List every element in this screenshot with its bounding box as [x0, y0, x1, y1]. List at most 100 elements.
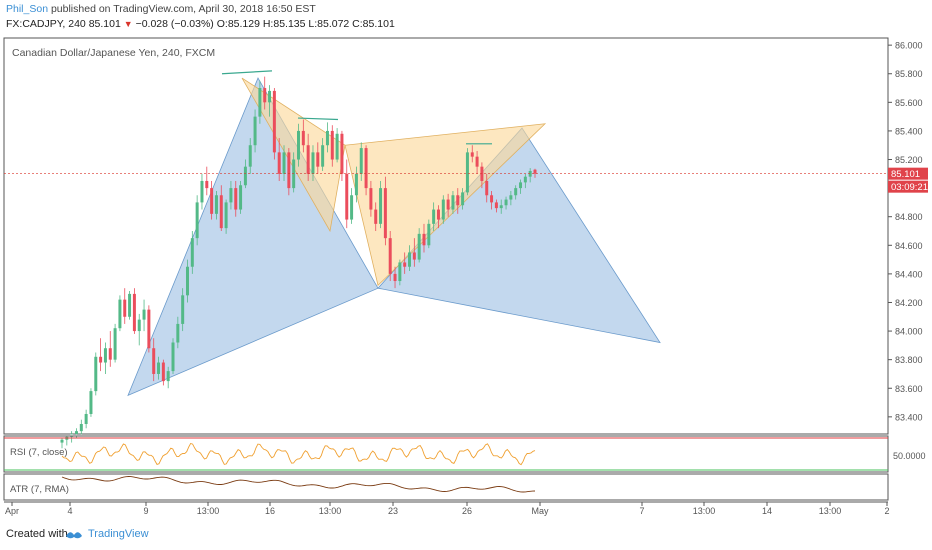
candle: [446, 193, 450, 217]
last-price-marker: [888, 167, 928, 180]
candle: [253, 109, 257, 153]
candle: [514, 185, 518, 200]
x-tick-label: 13:00: [197, 506, 220, 516]
candle: [316, 142, 320, 174]
candle: [465, 148, 469, 196]
tradingview-logo-icon: [66, 532, 82, 539]
y-tick-label: 84.000: [895, 327, 923, 337]
candle: [176, 316, 180, 349]
y-tick-label: 84.200: [895, 298, 923, 308]
symbol-label: FX:CADJPY, 240: [6, 18, 86, 30]
candle: [528, 168, 532, 183]
footer: Created with TradingView: [0, 522, 932, 550]
candle: [408, 245, 412, 272]
candle: [224, 199, 228, 234]
x-tick-label: 26: [462, 506, 472, 516]
candle: [185, 259, 189, 303]
candle: [354, 166, 358, 203]
x-tick-label: 14: [762, 506, 772, 516]
author-link[interactable]: Phil_Son: [6, 3, 49, 15]
candle: [152, 338, 156, 382]
y-tick-label: 84.600: [895, 241, 923, 251]
candle: [103, 342, 107, 374]
y-tick-label: 83.400: [895, 412, 923, 422]
tradingview-link[interactable]: TradingView: [88, 528, 149, 540]
last-price-label: 85.101: [891, 169, 920, 180]
candle: [374, 202, 378, 231]
candle: [137, 313, 141, 346]
candle: [282, 145, 286, 181]
candle: [263, 76, 267, 110]
candle: [161, 359, 165, 386]
candle: [234, 180, 238, 217]
level-line[interactable]: [297, 117, 339, 121]
candle: [383, 176, 387, 246]
candle: [393, 266, 397, 289]
candle: [345, 159, 349, 229]
countdown-marker: [888, 180, 928, 193]
candle: [311, 145, 315, 181]
countdown-label: 03:09:21: [891, 182, 928, 193]
candle: [364, 145, 368, 196]
atr-label: ATR (7, RMA): [10, 484, 69, 495]
candle: [340, 130, 344, 181]
x-tick-label: 13:00: [693, 506, 716, 516]
candle: [287, 148, 291, 196]
chart-title: Canadian Dollar/Japanese Yen, 240, FXCM: [12, 47, 215, 59]
candle: [485, 173, 489, 203]
candle: [94, 352, 98, 396]
candle: [84, 409, 88, 429]
candle: [219, 185, 223, 231]
candle: [306, 133, 310, 181]
candle: [335, 128, 339, 163]
y-tick-label: 84.800: [895, 212, 923, 222]
candle: [74, 428, 78, 439]
candle: [258, 80, 262, 124]
x-tick-label: Apr: [5, 506, 19, 516]
candle: [195, 195, 199, 246]
candle: [388, 230, 392, 282]
candle: [268, 85, 272, 117]
candle: [132, 288, 136, 334]
candle: [99, 338, 103, 372]
candle: [171, 338, 175, 374]
candle: [417, 228, 421, 263]
candle: [379, 180, 383, 229]
candle: [210, 180, 214, 220]
candle: [432, 202, 436, 231]
candle: [475, 150, 479, 174]
candle: [398, 259, 402, 286]
candle: [369, 180, 373, 217]
y-tick-label: 83.600: [895, 384, 923, 394]
x-tick-label: 9: [143, 506, 148, 516]
candle: [422, 223, 426, 253]
candle: [321, 138, 325, 171]
candle: [181, 288, 185, 332]
candle: [118, 295, 122, 332]
x-tick-label: 4: [67, 506, 72, 516]
publish-info: published on TradingView.com, April 30, …: [50, 3, 316, 15]
candle: [123, 288, 127, 324]
candle: [157, 356, 161, 380]
candle: [205, 166, 209, 196]
chart-area[interactable]: Canadian Dollar/Japanese Yen, 240, FXCM …: [0, 36, 932, 522]
level-line[interactable]: [221, 70, 273, 75]
x-tick-label: 13:00: [319, 506, 342, 516]
candle: [89, 388, 93, 417]
atr-line: [61, 476, 536, 493]
x-tick-label: May: [531, 506, 549, 516]
candle: [301, 119, 305, 153]
candle: [436, 205, 440, 229]
down-arrow-icon: ▼: [123, 19, 133, 29]
rsi-line: [61, 442, 536, 466]
candle: [461, 188, 465, 210]
publish-line: Phil_Son published on TradingView.com, A…: [6, 3, 316, 15]
candle: [451, 190, 455, 214]
candle: [200, 173, 204, 210]
last-price: 85.101: [88, 18, 121, 30]
y-tick-label: 83.800: [895, 355, 923, 365]
rsi-label: RSI (7, close): [10, 447, 68, 458]
candle: [350, 188, 354, 224]
y-tick-label: 85.200: [895, 155, 923, 165]
candle: [519, 179, 523, 194]
